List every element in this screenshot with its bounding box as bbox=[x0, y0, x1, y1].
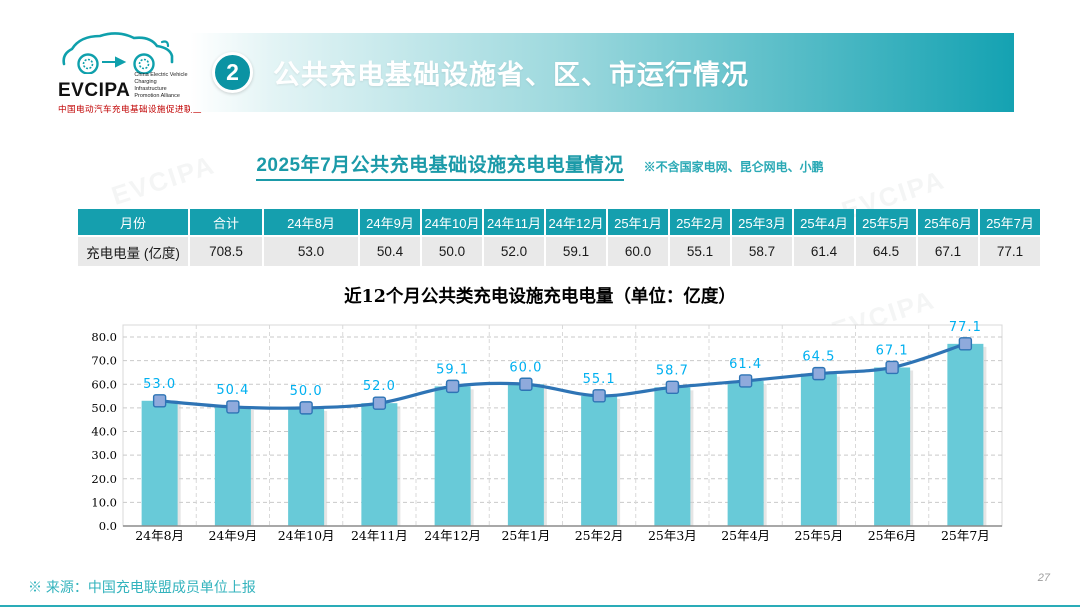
table-value-cell: 708.5 bbox=[190, 237, 262, 266]
svg-text:60.0: 60.0 bbox=[91, 377, 117, 391]
table-header-cell: 25年1月 bbox=[608, 209, 668, 235]
section-subtitle: 2025年7月公共充电基础设施充电电量情况 bbox=[256, 150, 624, 181]
table-header-cell: 25年3月 bbox=[732, 209, 792, 235]
svg-text:80.0: 80.0 bbox=[91, 330, 117, 344]
table-header-cell: 合计 bbox=[190, 209, 262, 235]
table-value-cell: 59.1 bbox=[546, 237, 606, 266]
svg-text:0.0: 0.0 bbox=[99, 519, 117, 533]
svg-text:24年11月: 24年11月 bbox=[351, 528, 408, 543]
svg-text:61.4: 61.4 bbox=[729, 357, 762, 372]
svg-text:24年9月: 24年9月 bbox=[208, 528, 257, 543]
svg-text:55.1: 55.1 bbox=[583, 372, 616, 387]
table-value-cell: 50.0 bbox=[422, 237, 482, 266]
table-header-cell: 24年11月 bbox=[484, 209, 544, 235]
monthly-volume-table: 月份 合计 24年8月 24年9月 24年10月 24年11月 24年12月 25年1月 25年… bbox=[76, 207, 1042, 268]
logo-brand-text: EVCIPA bbox=[58, 79, 131, 101]
table-value-cell: 77.1 bbox=[980, 237, 1040, 266]
svg-text:52.0: 52.0 bbox=[363, 379, 396, 394]
table-header-cell: 25年7月 bbox=[980, 209, 1040, 235]
ev-car-icon bbox=[62, 32, 174, 74]
evcipa-logo: EVCIPA China Electric Vehicle Charging I… bbox=[58, 28, 208, 116]
svg-text:58.7: 58.7 bbox=[656, 363, 689, 378]
table-header-cell: 25年2月 bbox=[670, 209, 730, 235]
table-value-cell: 50.4 bbox=[360, 237, 420, 266]
logo-tagline-en: China Electric Vehicle Charging Infrastr… bbox=[134, 72, 188, 99]
chart-canvas: 0.0 10.0 20.0 30.0 40.0 50.0 60.0 70.0 80.0 53.0 5… bbox=[91, 320, 1003, 543]
svg-text:50.0: 50.0 bbox=[290, 384, 323, 399]
table-header-cell: 25年4月 bbox=[794, 209, 854, 235]
svg-text:24年12月: 24年12月 bbox=[424, 528, 481, 543]
source-note: ※ 来源：中国充电联盟成员单位上报 bbox=[28, 579, 256, 595]
svg-text:30.0: 30.0 bbox=[91, 448, 117, 462]
table-header-cell: 24年9月 bbox=[360, 209, 420, 235]
svg-text:25年6月: 25年6月 bbox=[868, 528, 917, 543]
svg-text:77.1: 77.1 bbox=[949, 320, 982, 335]
svg-text:25年4月: 25年4月 bbox=[721, 528, 770, 543]
subtitle-row: 2025年7月公共充电基础设施充电电量情况 ※不含国家电网、昆仑网电、小鹏 bbox=[0, 150, 1080, 181]
svg-text:60.0: 60.0 bbox=[509, 360, 542, 375]
table-value-cell: 53.0 bbox=[264, 237, 358, 266]
svg-text:24年8月: 24年8月 bbox=[135, 528, 184, 543]
table-header-row: 月份 合计 24年8月 24年9月 24年10月 24年11月 24年12月 25年1月 25年… bbox=[78, 209, 1040, 235]
svg-text:40.0: 40.0 bbox=[91, 425, 117, 439]
header-banner: 2 公共充电基础设施省、区、市运行情况 bbox=[190, 33, 1014, 112]
svg-text:25年2月: 25年2月 bbox=[575, 528, 624, 543]
svg-text:25年7月: 25年7月 bbox=[941, 528, 990, 543]
svg-text:50.4: 50.4 bbox=[216, 383, 249, 398]
table-value-cell: 58.7 bbox=[732, 237, 792, 266]
svg-text:25年1月: 25年1月 bbox=[501, 528, 550, 543]
svg-text:50.0: 50.0 bbox=[91, 401, 117, 415]
table-header-cell: 25年5月 bbox=[856, 209, 916, 235]
chart-title: 近12个月公共类充电设施充电电量（单位：亿度） bbox=[344, 287, 736, 307]
table-header-cell: 24年8月 bbox=[264, 209, 358, 235]
table-header-cell: 24年10月 bbox=[422, 209, 482, 235]
bar-line-chart: 0.0 10.0 20.0 30.0 40.0 50.0 60.0 70.0 80.0 53.0 5… bbox=[88, 318, 1013, 558]
table-data-row: 充电电量 (亿度) 708.5 53.0 50.4 50.0 52.0 59.1 60.0 55… bbox=[78, 237, 1040, 266]
section-number-badge: 2 bbox=[212, 52, 253, 93]
table-value-cell: 60.0 bbox=[608, 237, 668, 266]
svg-text:59.1: 59.1 bbox=[436, 362, 469, 377]
svg-text:67.1: 67.1 bbox=[876, 343, 909, 358]
logo-tagline-cn: 中国电动汽车充电基础设施促进联盟 bbox=[58, 103, 202, 114]
bottom-divider bbox=[0, 605, 1080, 607]
svg-text:53.0: 53.0 bbox=[143, 377, 176, 392]
page-number: 27 bbox=[1037, 572, 1050, 584]
table-value-cell: 64.5 bbox=[856, 237, 916, 266]
svg-text:20.0: 20.0 bbox=[91, 472, 117, 486]
svg-text:70.0: 70.0 bbox=[91, 354, 117, 368]
exclusion-note: ※不含国家电网、昆仑网电、小鹏 bbox=[643, 160, 824, 174]
svg-text:10.0: 10.0 bbox=[91, 495, 117, 509]
table-value-cell: 55.1 bbox=[670, 237, 730, 266]
svg-text:64.5: 64.5 bbox=[802, 350, 835, 365]
svg-text:24年10月: 24年10月 bbox=[278, 528, 335, 543]
table-header-cell: 月份 bbox=[78, 209, 188, 235]
table-row-label: 充电电量 (亿度) bbox=[78, 237, 188, 266]
table-value-cell: 52.0 bbox=[484, 237, 544, 266]
page-title: 公共充电基础设施省、区、市运行情况 bbox=[273, 60, 749, 90]
table-value-cell: 61.4 bbox=[794, 237, 854, 266]
table-header-cell: 24年12月 bbox=[546, 209, 606, 235]
table-value-cell: 67.1 bbox=[918, 237, 978, 266]
svg-text:25年3月: 25年3月 bbox=[648, 528, 697, 543]
svg-text:25年5月: 25年5月 bbox=[794, 528, 843, 543]
table-header-cell: 25年6月 bbox=[918, 209, 978, 235]
